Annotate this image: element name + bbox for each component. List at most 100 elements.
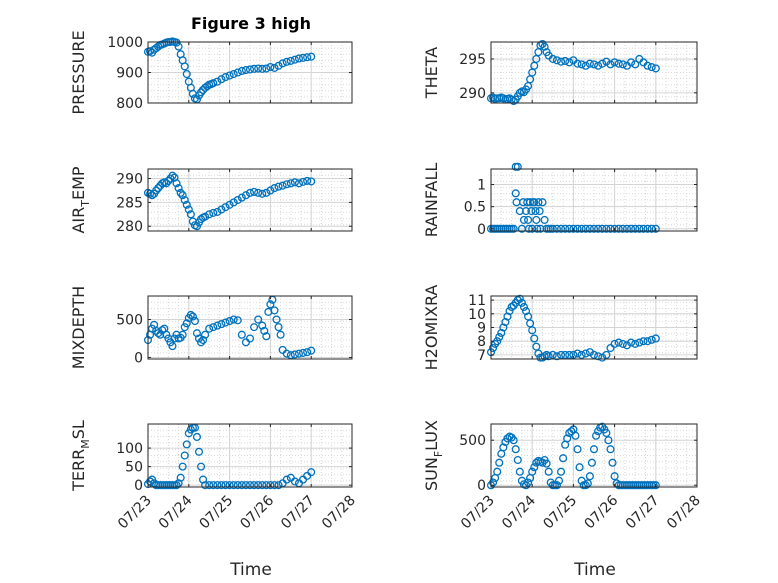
axes-box	[147, 295, 353, 360]
data-point	[507, 302, 516, 312]
data-point	[225, 481, 234, 490]
data-point	[559, 454, 568, 463]
data-point	[250, 481, 259, 490]
data-point	[258, 64, 267, 73]
data-point	[303, 348, 312, 357]
axes-box	[490, 41, 698, 104]
data-point	[530, 334, 539, 343]
data-point	[298, 177, 308, 186]
data-point	[509, 96, 518, 106]
data-point	[577, 60, 586, 69]
y-tick-label: 7	[477, 348, 486, 364]
data-point	[631, 224, 640, 233]
data-point	[250, 187, 259, 196]
data-point	[540, 42, 549, 51]
y-axis-label: AIRTEMP	[69, 166, 92, 233]
data-point	[262, 332, 271, 341]
data-point	[209, 208, 218, 217]
data-point	[598, 59, 607, 68]
data-point	[221, 203, 230, 212]
data-point	[552, 224, 561, 233]
data-point	[651, 481, 660, 490]
y-tick-label: 285	[116, 195, 143, 211]
data-point	[577, 350, 586, 359]
data-point	[270, 184, 279, 193]
data-point	[184, 205, 193, 214]
data-point	[217, 481, 226, 490]
data-point	[172, 481, 181, 490]
data-point	[201, 481, 210, 490]
data-point	[209, 481, 218, 490]
data-point	[552, 481, 561, 490]
y-tick-label: 100	[116, 441, 143, 457]
data-point	[535, 207, 544, 216]
data-point	[298, 348, 308, 357]
data-point	[270, 306, 279, 315]
data-point	[272, 315, 281, 324]
data-point	[258, 321, 267, 330]
y-tick-label: 900	[116, 66, 143, 82]
data-point	[533, 224, 542, 233]
data-point	[548, 54, 557, 63]
data-point	[610, 339, 619, 348]
data-point	[548, 224, 557, 233]
y-axis-label: RAINFALL	[422, 163, 441, 238]
data-point	[565, 350, 574, 359]
data-point	[618, 224, 627, 233]
data-point	[172, 179, 181, 188]
data-point	[573, 445, 582, 454]
data-point	[229, 481, 238, 490]
x-axis-label-right: Time	[573, 560, 616, 580]
data-point	[237, 193, 246, 202]
data-point	[290, 350, 299, 359]
y-tick-label: 1	[477, 178, 486, 194]
data-point	[606, 60, 615, 69]
data-point	[221, 73, 230, 82]
data-point	[258, 481, 267, 490]
data-point	[254, 315, 263, 324]
data-point	[511, 189, 520, 198]
data-point	[221, 481, 230, 490]
data-point	[589, 350, 599, 359]
data-point	[182, 69, 191, 79]
data-point	[186, 210, 195, 219]
data-point	[174, 42, 183, 51]
data-point	[587, 458, 596, 467]
data-point	[575, 463, 584, 472]
data-point	[260, 326, 269, 335]
y-tick-label: 50	[125, 460, 143, 476]
data-point	[278, 59, 287, 68]
data-point	[266, 300, 275, 309]
data-point	[530, 463, 539, 472]
data-point	[213, 207, 222, 216]
y-tick-label: 295	[459, 52, 486, 68]
data-point	[282, 475, 291, 484]
data-point	[162, 179, 171, 188]
data-point	[196, 88, 206, 97]
data-point	[307, 52, 316, 61]
data-point	[505, 307, 514, 316]
data-point	[213, 321, 222, 330]
data-point	[186, 310, 195, 320]
y-axis-label: THETA	[422, 47, 441, 99]
data-point	[168, 171, 177, 180]
data-point	[548, 350, 557, 359]
data-point	[515, 88, 524, 97]
data-point	[606, 445, 615, 454]
data-point	[245, 334, 255, 343]
data-point	[526, 198, 535, 207]
data-point	[270, 63, 279, 72]
data-point	[651, 224, 660, 233]
data-point	[196, 338, 206, 347]
data-point	[643, 337, 652, 346]
data-point	[266, 481, 275, 490]
data-point	[631, 339, 640, 348]
data-point	[254, 188, 263, 197]
data-point	[209, 323, 218, 332]
y-tick-label: 9	[477, 321, 486, 337]
data-point	[540, 215, 549, 224]
figure-title: Figure 3 high	[191, 14, 311, 33]
y-tick-label: 10	[468, 307, 486, 323]
subplot-theta: 290 295 THETA	[422, 39, 698, 106]
data-point	[254, 64, 263, 73]
